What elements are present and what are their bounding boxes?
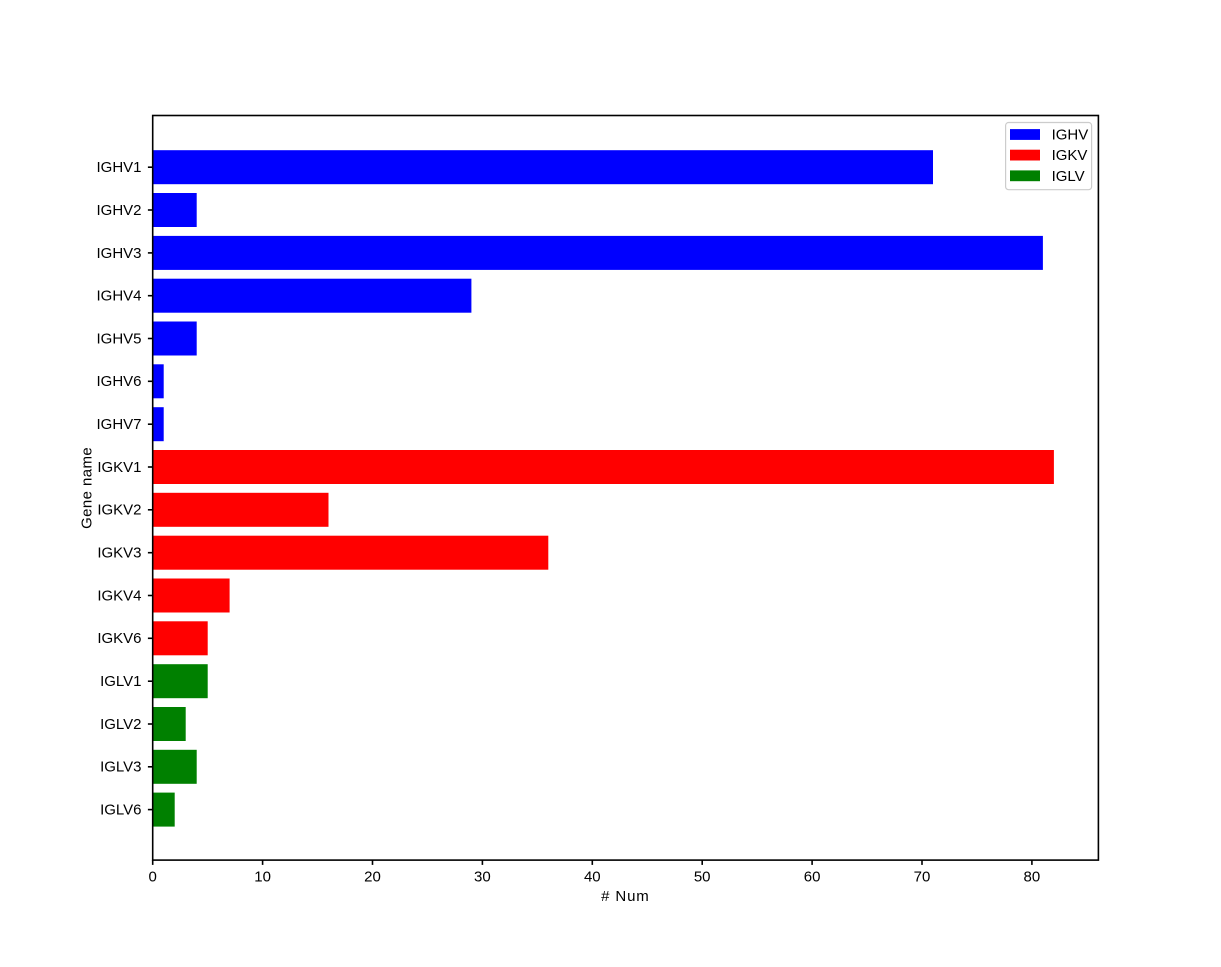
svg-text:IGKV3: IGKV3 <box>97 545 141 562</box>
svg-text:10: 10 <box>254 869 271 886</box>
svg-text:IGHV1: IGHV1 <box>96 159 141 176</box>
svg-text:IGLV3: IGLV3 <box>100 759 141 776</box>
svg-text:Gene name: Gene name <box>79 447 96 529</box>
svg-text:20: 20 <box>364 869 381 886</box>
svg-text:IGLV: IGLV <box>1052 168 1085 185</box>
svg-text:IGKV6: IGKV6 <box>97 630 141 647</box>
svg-text:# Num: # Num <box>601 888 649 905</box>
svg-text:IGHV4: IGHV4 <box>96 288 141 305</box>
svg-text:IGHV6: IGHV6 <box>96 373 141 390</box>
svg-text:70: 70 <box>914 869 931 886</box>
svg-text:IGLV6: IGLV6 <box>100 802 141 819</box>
svg-text:IGLV1: IGLV1 <box>100 673 141 690</box>
svg-text:IGKV1: IGKV1 <box>97 459 141 476</box>
svg-text:IGHV5: IGHV5 <box>96 330 141 347</box>
svg-text:IGHV: IGHV <box>1052 127 1089 144</box>
svg-text:30: 30 <box>474 869 491 886</box>
svg-text:IGLV2: IGLV2 <box>100 716 141 733</box>
svg-text:IGKV2: IGKV2 <box>97 502 141 519</box>
svg-text:80: 80 <box>1024 869 1041 886</box>
svg-text:40: 40 <box>584 869 601 886</box>
svg-text:IGHV3: IGHV3 <box>96 245 141 262</box>
svg-text:IGHV7: IGHV7 <box>96 416 141 433</box>
svg-text:IGKV: IGKV <box>1052 147 1088 164</box>
svg-text:IGKV4: IGKV4 <box>97 587 141 604</box>
svg-text:60: 60 <box>804 869 821 886</box>
svg-text:50: 50 <box>694 869 711 886</box>
svg-text:IGHV2: IGHV2 <box>96 202 141 219</box>
svg-text:0: 0 <box>149 869 157 886</box>
